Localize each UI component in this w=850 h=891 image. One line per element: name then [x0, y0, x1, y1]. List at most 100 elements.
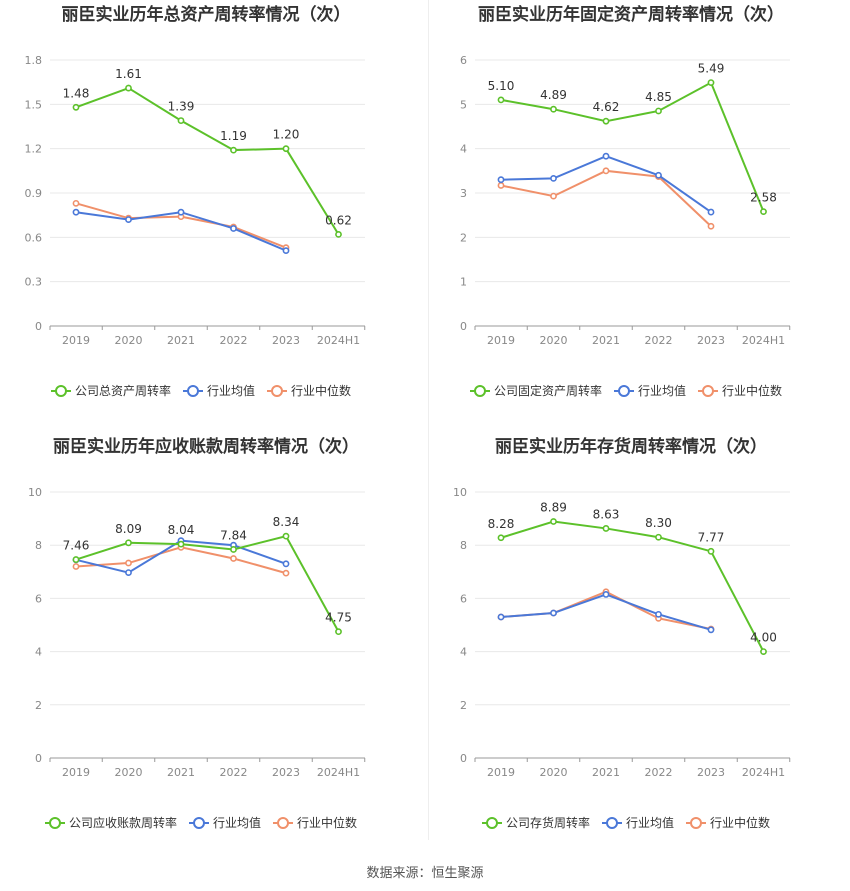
data-label: 5.49 [698, 62, 725, 76]
data-label: 8.63 [593, 507, 620, 521]
data-point-industry-avg [282, 247, 290, 255]
legend-item-industry-median: 行业中位数 [267, 383, 351, 398]
data-point-company [655, 533, 662, 541]
data-point-industry-avg [707, 626, 715, 634]
series-line-industry-median [75, 546, 287, 575]
data-label: 1.61 [115, 67, 142, 81]
y-tick-label: 0.3 [25, 276, 43, 289]
legend-item-industry-avg: 行业均值 [614, 383, 686, 398]
data-point-industry-median [550, 192, 557, 200]
x-tick-label: 2019 [62, 334, 90, 347]
data-label: 8.34 [273, 515, 300, 529]
legend-item-company: 公司存货周转率 [482, 815, 590, 830]
data-point-industry-avg [177, 208, 185, 216]
series-line-company [500, 81, 765, 212]
chart-title: 丽臣实业历年固定资产周转率情况（次） [478, 4, 784, 25]
panel-divider [428, 0, 429, 840]
legend-label: 公司固定资产周转率 [494, 383, 602, 398]
x-tick-label: 2020 [540, 766, 568, 779]
data-point-company [655, 107, 662, 115]
y-tick-label: 3 [460, 187, 467, 200]
y-tick-label: 2 [460, 699, 467, 712]
legend-label: 行业中位数 [291, 383, 351, 398]
legend-item-industry-avg: 行业均值 [183, 383, 255, 398]
x-tick-label: 2021 [167, 766, 195, 779]
legend-marker [474, 385, 486, 397]
x-tick-label: 2021 [592, 334, 620, 347]
data-point-company [707, 79, 715, 87]
data-point-company [177, 540, 185, 548]
y-tick-label: 8 [35, 539, 42, 552]
series-line-company [500, 520, 765, 653]
data-label: 7.77 [698, 530, 725, 544]
x-tick-label: 2023 [697, 766, 725, 779]
data-label: 1.19 [220, 129, 247, 143]
y-tick-label: 2 [460, 231, 467, 244]
legend-marker [690, 817, 702, 829]
data-point-company [550, 105, 557, 113]
receivable-turnover-chart: 丽臣实业历年应收账款周转率情况（次） 0 2 4 6 8 10 2019 2020 2021 202… [28, 436, 366, 830]
data-point-company [760, 648, 767, 655]
x-tick-label: 2022 [645, 334, 673, 347]
y-tick-label: 0 [35, 320, 42, 333]
y-tick-label: 10 [453, 486, 467, 499]
data-point-company [497, 96, 505, 104]
chart-panel-receivable: 丽臣实业历年应收账款周转率情况（次） 0 2 4 6 8 10 2019 2020 2021 202… [0, 432, 425, 864]
data-point-company [230, 146, 237, 154]
y-tick-label: 6 [460, 54, 467, 67]
x-tick-label: 2020 [115, 766, 143, 779]
data-point-industry-avg [497, 613, 505, 621]
x-tick-label: 2023 [697, 334, 725, 347]
legend-marker [618, 385, 630, 397]
y-tick-label: 6 [35, 592, 42, 605]
data-label: 8.30 [645, 516, 672, 530]
data-label: 1.20 [273, 128, 300, 142]
data-point-company [335, 628, 342, 636]
y-tick-label: 5 [460, 98, 467, 111]
legend-label: 行业中位数 [722, 383, 782, 398]
y-tick-label: 0 [460, 320, 467, 333]
chart-title: 丽臣实业历年总资产周转率情况（次） [62, 4, 351, 25]
data-label: 8.89 [540, 501, 567, 515]
x-tick-label: 2024H1 [317, 334, 360, 347]
legend-marker [271, 385, 283, 397]
legend-item-company: 公司固定资产周转率 [470, 383, 602, 398]
legend-marker [277, 817, 289, 829]
x-tick-label: 2020 [115, 334, 143, 347]
data-point-company [125, 539, 132, 547]
y-tick-label: 0 [460, 752, 467, 765]
legend-item-company: 公司应收账款周转率 [45, 815, 177, 830]
data-label: 1.48 [63, 86, 90, 100]
data-point-industry-median [230, 555, 237, 562]
data-point-company [707, 547, 715, 555]
x-tick-label: 2024H1 [317, 766, 360, 779]
data-point-industry-avg [655, 610, 662, 618]
data-point-industry-avg [707, 208, 715, 216]
fixed-asset-turnover-chart: 丽臣实业历年固定资产周转率情况（次） 0 1 2 3 4 5 6 2019 2020 2021 202… [460, 4, 791, 398]
data-point-company [72, 556, 80, 563]
x-tick-label: 2021 [592, 766, 620, 779]
data-point-company [550, 518, 557, 525]
data-label: 4.89 [540, 88, 567, 102]
data-point-company [125, 84, 132, 92]
data-point-industry-median [707, 222, 715, 230]
x-tick-label: 2019 [62, 766, 90, 779]
y-tick-label: 0 [35, 752, 42, 765]
data-point-company [282, 145, 290, 153]
legend-marker [486, 817, 498, 829]
data-label: 2.58 [750, 191, 777, 205]
legend-marker [193, 817, 205, 829]
data-point-industry-median [125, 559, 132, 567]
data-point-industry-median [497, 182, 505, 189]
data-point-industry-avg [125, 216, 132, 223]
series-line-industry-avg [500, 155, 712, 213]
legend-label: 行业中位数 [297, 815, 357, 830]
y-tick-label: 4 [460, 143, 467, 156]
data-point-company [72, 103, 80, 111]
chart-title: 丽臣实业历年存货周转率情况（次） [495, 436, 767, 457]
data-point-company [602, 525, 610, 532]
legend-label: 行业均值 [638, 383, 686, 398]
x-tick-label: 2019 [487, 334, 515, 347]
data-point-industry-avg [550, 174, 557, 182]
data-label: 8.04 [168, 523, 195, 537]
